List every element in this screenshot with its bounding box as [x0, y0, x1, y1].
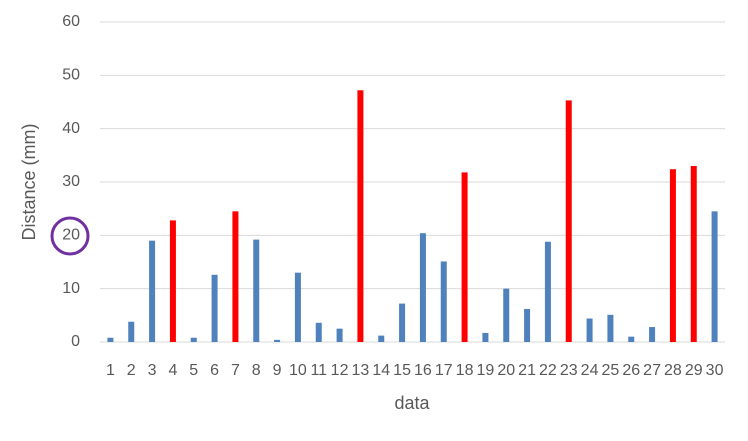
- x-tick-label: 6: [210, 362, 219, 379]
- x-tick-label: 24: [581, 362, 599, 379]
- x-tick-label: 21: [518, 362, 536, 379]
- highlight-circle: [50, 216, 90, 256]
- bar: [628, 336, 635, 342]
- bar: [378, 335, 385, 342]
- x-tick-label: 23: [560, 362, 578, 379]
- bar: [169, 220, 176, 342]
- x-tick-label: 26: [622, 362, 640, 379]
- bar: [690, 166, 697, 342]
- x-tick-label: 12: [331, 362, 349, 379]
- bar: [440, 261, 447, 342]
- x-axis-title: data: [394, 393, 430, 413]
- x-tick-label: 27: [643, 362, 661, 379]
- y-tick-label: 10: [62, 280, 80, 297]
- bar: [149, 240, 156, 342]
- x-tick-label: 28: [664, 362, 682, 379]
- x-tick-label: 17: [435, 362, 453, 379]
- x-tick-label: 25: [602, 362, 620, 379]
- x-tick-label: 29: [685, 362, 703, 379]
- bar: [232, 211, 239, 342]
- bar: [649, 327, 656, 342]
- bar: [357, 90, 364, 343]
- bar: [211, 274, 218, 342]
- y-tick-label: 0: [71, 333, 80, 350]
- bar: [128, 321, 135, 342]
- y-tick-label: 60: [62, 13, 80, 30]
- bar: [274, 339, 281, 342]
- bar: [669, 169, 676, 342]
- x-tick-label: 3: [148, 362, 157, 379]
- x-tick-label: 16: [414, 362, 432, 379]
- bar: [253, 239, 260, 342]
- y-tick-label: 20: [62, 227, 80, 244]
- x-tick-label: 14: [372, 362, 390, 379]
- bar: [503, 288, 510, 342]
- bar: [607, 314, 614, 342]
- bar: [419, 233, 426, 342]
- x-tick-label: 1: [106, 362, 115, 379]
- x-tick-label: 7: [231, 362, 240, 379]
- x-tick-label: 30: [706, 362, 724, 379]
- bar: [482, 332, 489, 342]
- bar: [336, 328, 343, 342]
- x-tick-label: 10: [289, 362, 307, 379]
- bar: [544, 241, 551, 342]
- x-tick-label: 13: [352, 362, 370, 379]
- bar: [190, 337, 197, 342]
- x-tick-label: 19: [477, 362, 495, 379]
- x-tick-label: 9: [273, 362, 282, 379]
- bar: [294, 272, 301, 342]
- bar: [315, 322, 322, 342]
- x-tick-label: 22: [539, 362, 557, 379]
- x-tick-label: 2: [127, 362, 136, 379]
- x-tick-label: 4: [168, 362, 177, 379]
- bar: [461, 172, 468, 342]
- bar: [586, 318, 593, 342]
- x-tick-label: 18: [456, 362, 474, 379]
- x-tick-label: 5: [189, 362, 198, 379]
- bar: [399, 303, 406, 342]
- y-tick-label: 50: [62, 67, 80, 84]
- bar: [711, 211, 718, 342]
- x-tick-label: 8: [252, 362, 261, 379]
- y-tick-label: 30: [62, 173, 80, 190]
- bar: [524, 308, 531, 342]
- x-tick-label: 20: [497, 362, 515, 379]
- y-tick-label: 40: [62, 120, 80, 137]
- x-tick-label: 15: [393, 362, 411, 379]
- y-axis-title: Distance (mm): [19, 123, 39, 240]
- bar: [565, 100, 572, 343]
- x-tick-label: 11: [310, 362, 327, 379]
- bar: [107, 337, 114, 342]
